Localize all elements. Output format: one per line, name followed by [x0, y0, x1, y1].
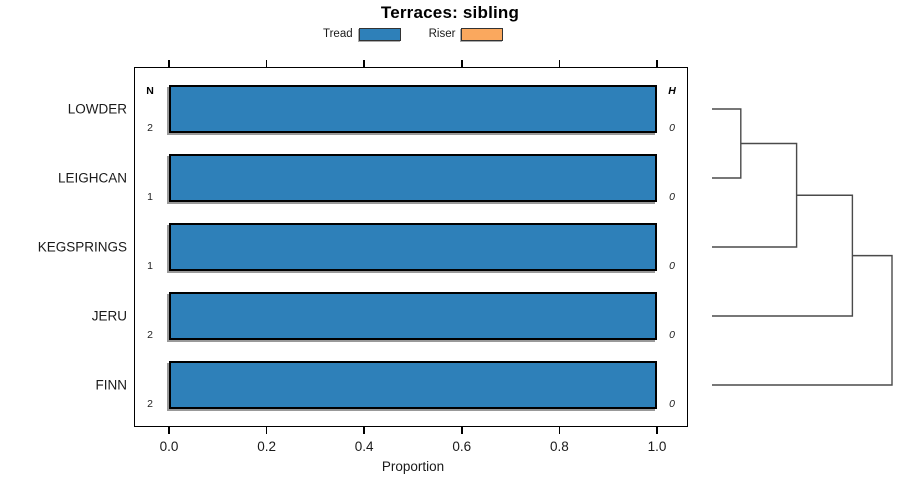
bar-row — [169, 292, 657, 340]
x-axis-tick-top — [265, 60, 268, 67]
x-axis-tick-bottom — [558, 427, 561, 434]
bar-segment-tread — [169, 154, 657, 202]
bar-segment-tread — [169, 361, 657, 409]
n-value: 2 — [147, 398, 153, 410]
x-axis-tick-label: 0.8 — [550, 439, 569, 454]
h-value: 0 — [669, 122, 675, 134]
dendrogram-path — [712, 108, 893, 386]
x-axis-tick-label: 0.0 — [159, 439, 179, 454]
x-axis-tick-label: 0.6 — [452, 439, 472, 454]
bar-row — [169, 361, 657, 409]
x-axis-label: Proportion — [381, 459, 445, 474]
x-axis-tick-bottom — [656, 427, 658, 434]
h-value: 0 — [669, 398, 675, 410]
legend: Tread Riser — [323, 26, 504, 42]
category-label-lowder: LOWDER — [67, 101, 127, 117]
x-axis-tick-bottom — [363, 427, 365, 434]
h-column-header: H — [668, 85, 676, 97]
category-label-leighcan: LEIGHCAN — [57, 170, 127, 186]
x-axis-tick-label: 1.0 — [647, 439, 667, 454]
h-value: 0 — [669, 191, 675, 203]
n-value: 1 — [147, 260, 153, 272]
category-label-finn: FINN — [95, 377, 128, 393]
bar-segment-tread — [169, 85, 657, 133]
bar-row — [169, 154, 657, 202]
x-axis-tick-label: 0.4 — [354, 439, 374, 454]
x-axis-tick-label: 0.2 — [257, 439, 276, 454]
legend-swatch-riser — [461, 27, 504, 41]
category-label-kegsprings: KEGSPRINGS — [37, 239, 127, 255]
x-axis-tick-top — [168, 60, 170, 67]
legend-item-label: Tread — [323, 28, 353, 40]
x-axis-tick-top — [558, 60, 561, 67]
chart-title: Terraces: sibling — [380, 3, 520, 22]
x-axis-tick-top — [363, 60, 365, 67]
h-value: 0 — [669, 329, 675, 341]
bar-segment-tread — [169, 223, 657, 271]
h-value: 0 — [669, 260, 675, 272]
legend-item-label: Riser — [428, 28, 456, 40]
bar-row — [169, 223, 657, 271]
x-axis-tick-bottom — [265, 427, 268, 434]
category-label-jeru: JERU — [91, 308, 127, 324]
bar-row — [169, 85, 657, 133]
x-axis-tick-top — [656, 60, 658, 67]
legend-swatch-tread — [358, 27, 401, 41]
x-axis-tick-top — [461, 60, 463, 67]
x-axis-tick-bottom — [168, 427, 170, 434]
bar-segment-tread — [169, 292, 657, 340]
n-value: 2 — [147, 329, 153, 341]
n-value: 2 — [147, 122, 153, 134]
n-column-header: N — [146, 85, 154, 97]
n-value: 1 — [147, 191, 153, 203]
x-axis-tick-bottom — [461, 427, 463, 434]
